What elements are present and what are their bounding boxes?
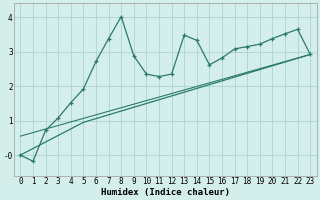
X-axis label: Humidex (Indice chaleur): Humidex (Indice chaleur)	[101, 188, 230, 197]
